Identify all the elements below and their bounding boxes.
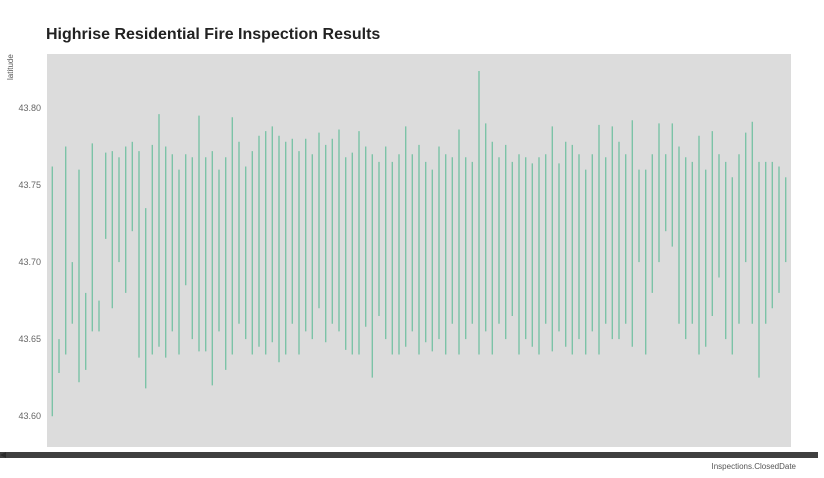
x-axis-scrollbar[interactable] [0, 452, 818, 458]
y-tick-label: 43.80 [18, 103, 41, 113]
y-tick-label: 43.75 [18, 180, 41, 190]
y-tick-label: 43.60 [18, 411, 41, 421]
chart-title: Highrise Residential Fire Inspection Res… [46, 26, 381, 43]
data-series [51, 71, 787, 417]
y-tick-label: 43.70 [18, 257, 41, 267]
scrollbar-left-arrow-icon[interactable] [0, 452, 6, 458]
x-axis-label: Inspections.ClosedDate [711, 462, 797, 471]
y-tick-label: 43.65 [18, 334, 41, 344]
y-axis-ticks: 43.60 43.65 43.70 43.75 43.80 [18, 103, 41, 421]
